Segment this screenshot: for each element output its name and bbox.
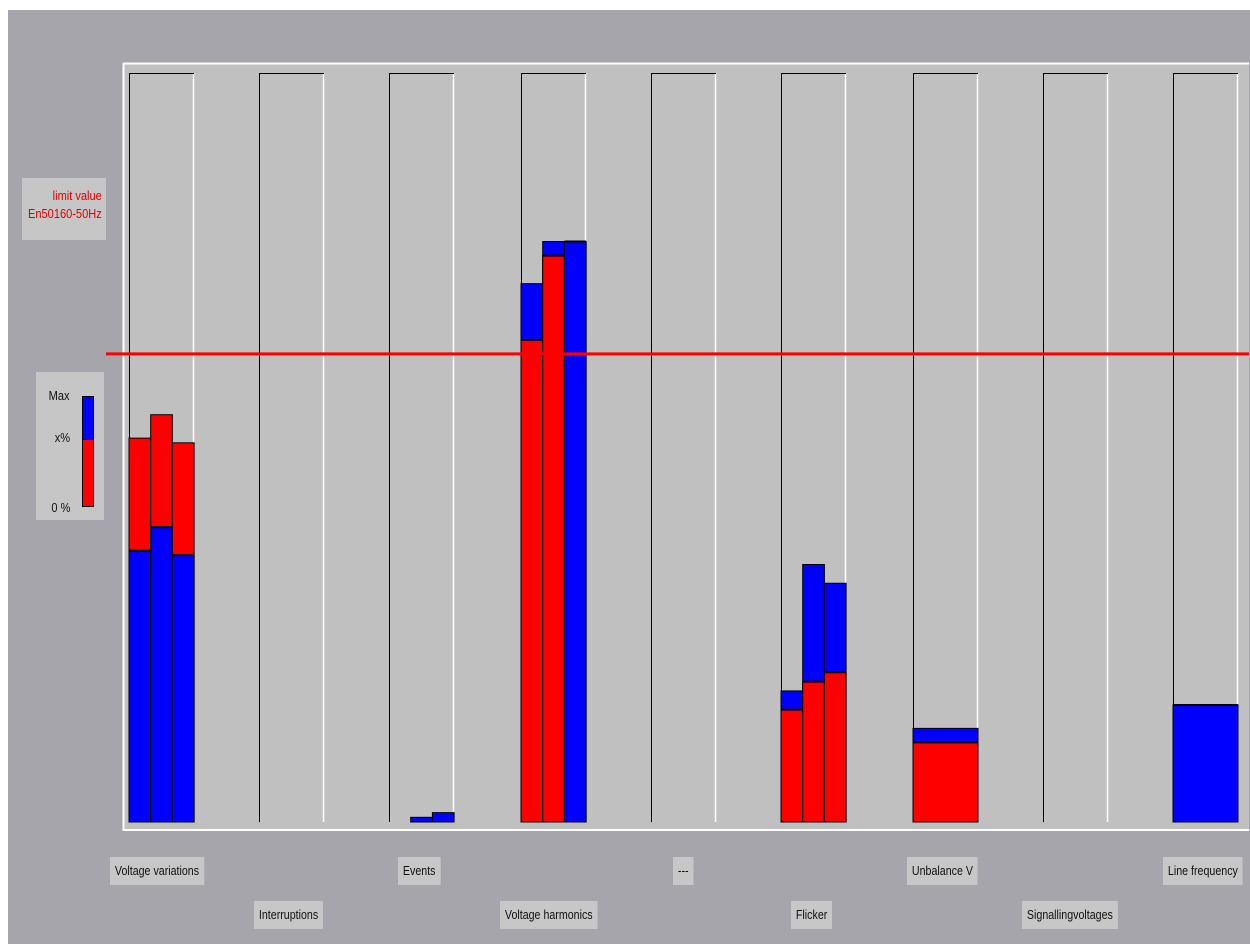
category-label-voltage-variations: Voltage variations xyxy=(110,857,204,885)
bar-max-0-0 xyxy=(129,550,151,822)
legend-x-label: x% xyxy=(55,430,70,445)
bar-value-5-2 xyxy=(824,672,846,822)
category-label-flicker: Flicker xyxy=(791,901,832,929)
legend-zero-label: 0 % xyxy=(51,500,70,515)
bar-max-8-0 xyxy=(1173,705,1238,822)
bar-value-3-1 xyxy=(543,256,565,822)
bar-max-2-1 xyxy=(432,813,454,822)
category-label-events: Events xyxy=(398,857,440,885)
bar-value-3-0 xyxy=(521,340,543,822)
bar-max-3-2 xyxy=(564,242,586,822)
limit-label-line2: En50160-50Hz xyxy=(28,206,102,221)
legend: Max x% 0 % xyxy=(36,372,104,520)
bar-max-2-0 xyxy=(411,817,433,822)
category-label-dash: --- xyxy=(673,857,694,885)
category-label-interruptions: Interruptions xyxy=(254,901,323,929)
bar-max-0-1 xyxy=(151,527,173,822)
category-label-line-frequency: Line frequency xyxy=(1163,857,1243,885)
bar-max-0-2 xyxy=(172,555,194,822)
plot-panel xyxy=(123,63,1249,831)
category-label-unbalance-v: Unbalance V xyxy=(907,857,978,885)
legend-max-label: Max xyxy=(49,388,70,403)
bar-value-5-1 xyxy=(803,682,825,822)
category-label-signallingvoltages: Signallingvoltages xyxy=(1022,901,1118,929)
legend-max-swatch xyxy=(82,396,94,440)
legend-value-swatch xyxy=(82,439,94,507)
category-label-voltage-harmonics: Voltage harmonics xyxy=(500,901,598,929)
limit-label-box: limit value En50160-50Hz xyxy=(22,178,106,240)
bar-value-5-0 xyxy=(781,710,803,822)
bar-value-6-0 xyxy=(913,742,978,822)
limit-label-line1: limit value xyxy=(53,188,102,203)
